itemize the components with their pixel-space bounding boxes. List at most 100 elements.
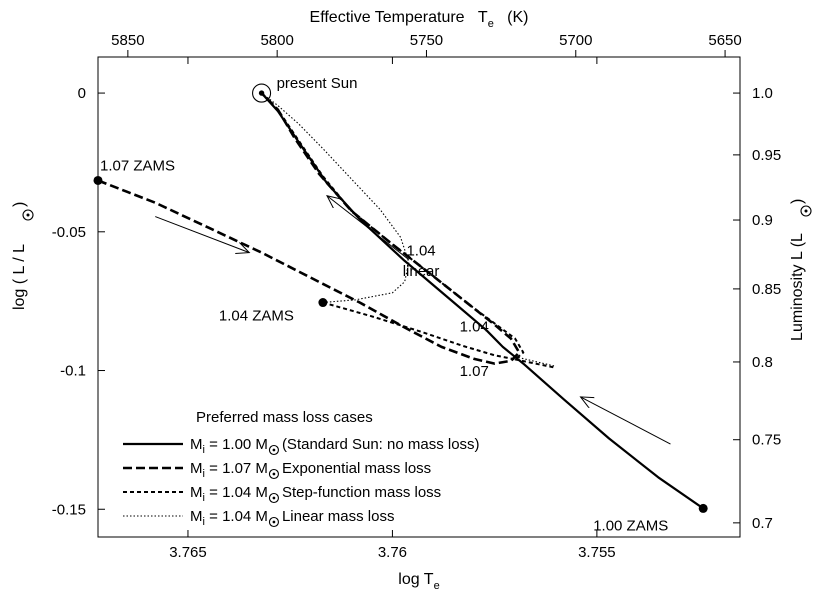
legend-title: Preferred mass loss cases xyxy=(196,409,373,426)
y-right-axis-title-text: Luminosity L (L xyxy=(789,233,806,341)
sun-symbol-dot xyxy=(272,472,276,476)
y-right-tick-label: 0.8 xyxy=(752,354,773,371)
x-top-tick-label: 5750 xyxy=(410,32,443,49)
y-left-axis-sun-icon xyxy=(22,209,34,221)
x-top-tick-label: 5650 xyxy=(708,32,741,49)
legend-m-sub: i xyxy=(203,516,205,528)
sun-symbol-dot xyxy=(272,448,276,452)
legend-sun-icon xyxy=(268,444,279,456)
x-top-axis-title-part: Effective Temperature xyxy=(310,9,465,26)
legend-m-sub: i xyxy=(203,444,205,456)
y-left-tick-label: 0 xyxy=(78,85,86,102)
sun-symbol-ring xyxy=(22,209,34,221)
y-left-axis-title-suffix: ) xyxy=(11,202,28,207)
sun-symbol-dot xyxy=(258,90,265,96)
legend: Preferred mass loss cases Mi = 1.00 M (Sta… xyxy=(123,409,480,528)
x-bottom-tick-label: 3.755 xyxy=(578,544,616,561)
direction-arrow-2 xyxy=(581,397,671,445)
y-right-tick-label: 0.85 xyxy=(752,281,781,298)
legend-m-unit: M xyxy=(251,436,268,453)
curve-annotation: linear xyxy=(403,263,440,280)
legend-mass: 1.04 xyxy=(222,484,251,501)
y-right-tick-label: 0.9 xyxy=(752,212,773,229)
legend-equals: = xyxy=(205,436,222,453)
legend-m: M xyxy=(190,460,203,477)
plot-frame xyxy=(97,56,741,538)
sun-symbol-dot xyxy=(272,520,276,524)
y-right-tick-label: 0.75 xyxy=(752,432,781,449)
legend-equals: = xyxy=(205,508,222,525)
x-top-axis-title: Effective Temperature Te (K) xyxy=(310,9,529,30)
zams-label: 1.07 ZAMS xyxy=(100,157,175,174)
legend-equals: = xyxy=(205,484,222,501)
x-bottom-tick-label: 3.765 xyxy=(169,544,207,561)
legend-m: M xyxy=(190,484,203,501)
y-right-tick-label: 1.0 xyxy=(752,85,773,102)
legend-mass: 1.07 xyxy=(222,460,251,477)
curve-annotation: 1.04 xyxy=(406,242,435,259)
legend-m: M xyxy=(190,508,203,525)
sun-symbol-ring xyxy=(252,83,272,103)
y-left-tick-label: -0.1 xyxy=(60,363,86,380)
sun-symbol-dot xyxy=(272,496,276,500)
legend-sun-icon xyxy=(268,468,279,480)
legend-desc: Linear mass loss xyxy=(282,508,395,525)
series-line-0 xyxy=(260,92,704,510)
legend-m-sub: i xyxy=(203,468,205,480)
zams-point-marker xyxy=(93,175,103,185)
legend-desc: Exponential mass loss xyxy=(282,460,431,477)
y-right-tick-label: 0.95 xyxy=(752,147,781,164)
x-top-axis-title-part: e xyxy=(488,18,494,30)
zams-point-marker xyxy=(318,298,328,308)
present-sun-icon xyxy=(252,83,272,103)
x-bottom-axis-title-main: log T xyxy=(398,571,434,588)
series-line-1 xyxy=(97,92,521,365)
curve-annotation: 1.07 xyxy=(460,363,489,380)
legend-sun-icon xyxy=(268,492,279,504)
sun-symbol-ring xyxy=(268,492,279,504)
y-left-axis-title: log ( L / L ) xyxy=(11,202,34,310)
series-line-3 xyxy=(261,92,410,304)
x-top-axis-title-part: T xyxy=(478,9,488,26)
direction-arrow-0 xyxy=(155,216,249,253)
series-line-5 xyxy=(514,356,557,367)
y-right-axis-sun-icon xyxy=(800,205,812,217)
y-left-tick-label: -0.05 xyxy=(52,224,86,241)
y-left-axis-title-text: log ( L / L xyxy=(11,244,28,310)
sun-symbol-ring xyxy=(268,468,279,480)
zams-point-marker xyxy=(698,503,708,513)
sun-symbol-ring xyxy=(268,444,279,456)
x-top-tick-label: 5700 xyxy=(559,32,592,49)
present-sun-label: present Sun xyxy=(277,75,358,92)
legend-m-sub: i xyxy=(203,492,205,504)
legend-equals: = xyxy=(205,460,222,477)
legend-m-unit: M xyxy=(251,508,268,525)
legend-entry-text: Mi = 1.00 M xyxy=(190,436,268,456)
y-left-tick-label: -0.15 xyxy=(52,501,86,518)
legend-mass: 1.00 xyxy=(222,436,251,453)
legend-entry-text: Mi = 1.07 M xyxy=(190,460,268,480)
sun-symbol-ring xyxy=(800,205,812,217)
x-top-tick-label: 5800 xyxy=(260,32,293,49)
sun-symbol-ring xyxy=(268,516,279,528)
zams-label: 1.00 ZAMS xyxy=(593,517,668,534)
sun-symbol-dot xyxy=(26,213,30,217)
legend-mass: 1.04 xyxy=(222,508,251,525)
y-right-axis-title: Luminosity L (L) xyxy=(789,199,812,341)
x-top-tick-label: 5850 xyxy=(111,32,144,49)
direction-arrow-1 xyxy=(327,196,410,260)
y-right-axis-title-suffix: ) xyxy=(789,199,806,204)
curve-annotation: 1.04 xyxy=(460,319,489,336)
x-top-axis-title-part xyxy=(494,9,507,26)
legend-sun-icon xyxy=(268,516,279,528)
legend-m-unit: M xyxy=(251,484,268,501)
x-top-axis-title-part xyxy=(465,9,478,26)
x-top-axis-title-part: (K) xyxy=(507,9,528,26)
y-right-tick-label: 0.7 xyxy=(752,515,773,532)
x-bottom-tick-label: 3.76 xyxy=(378,544,407,561)
legend-m-unit: M xyxy=(251,460,268,477)
legend-entry-text: Mi = 1.04 M xyxy=(190,508,268,528)
legend-m: M xyxy=(190,436,203,453)
zams-label: 1.04 ZAMS xyxy=(219,308,294,325)
x-bottom-axis-title-sub: e xyxy=(434,580,440,592)
